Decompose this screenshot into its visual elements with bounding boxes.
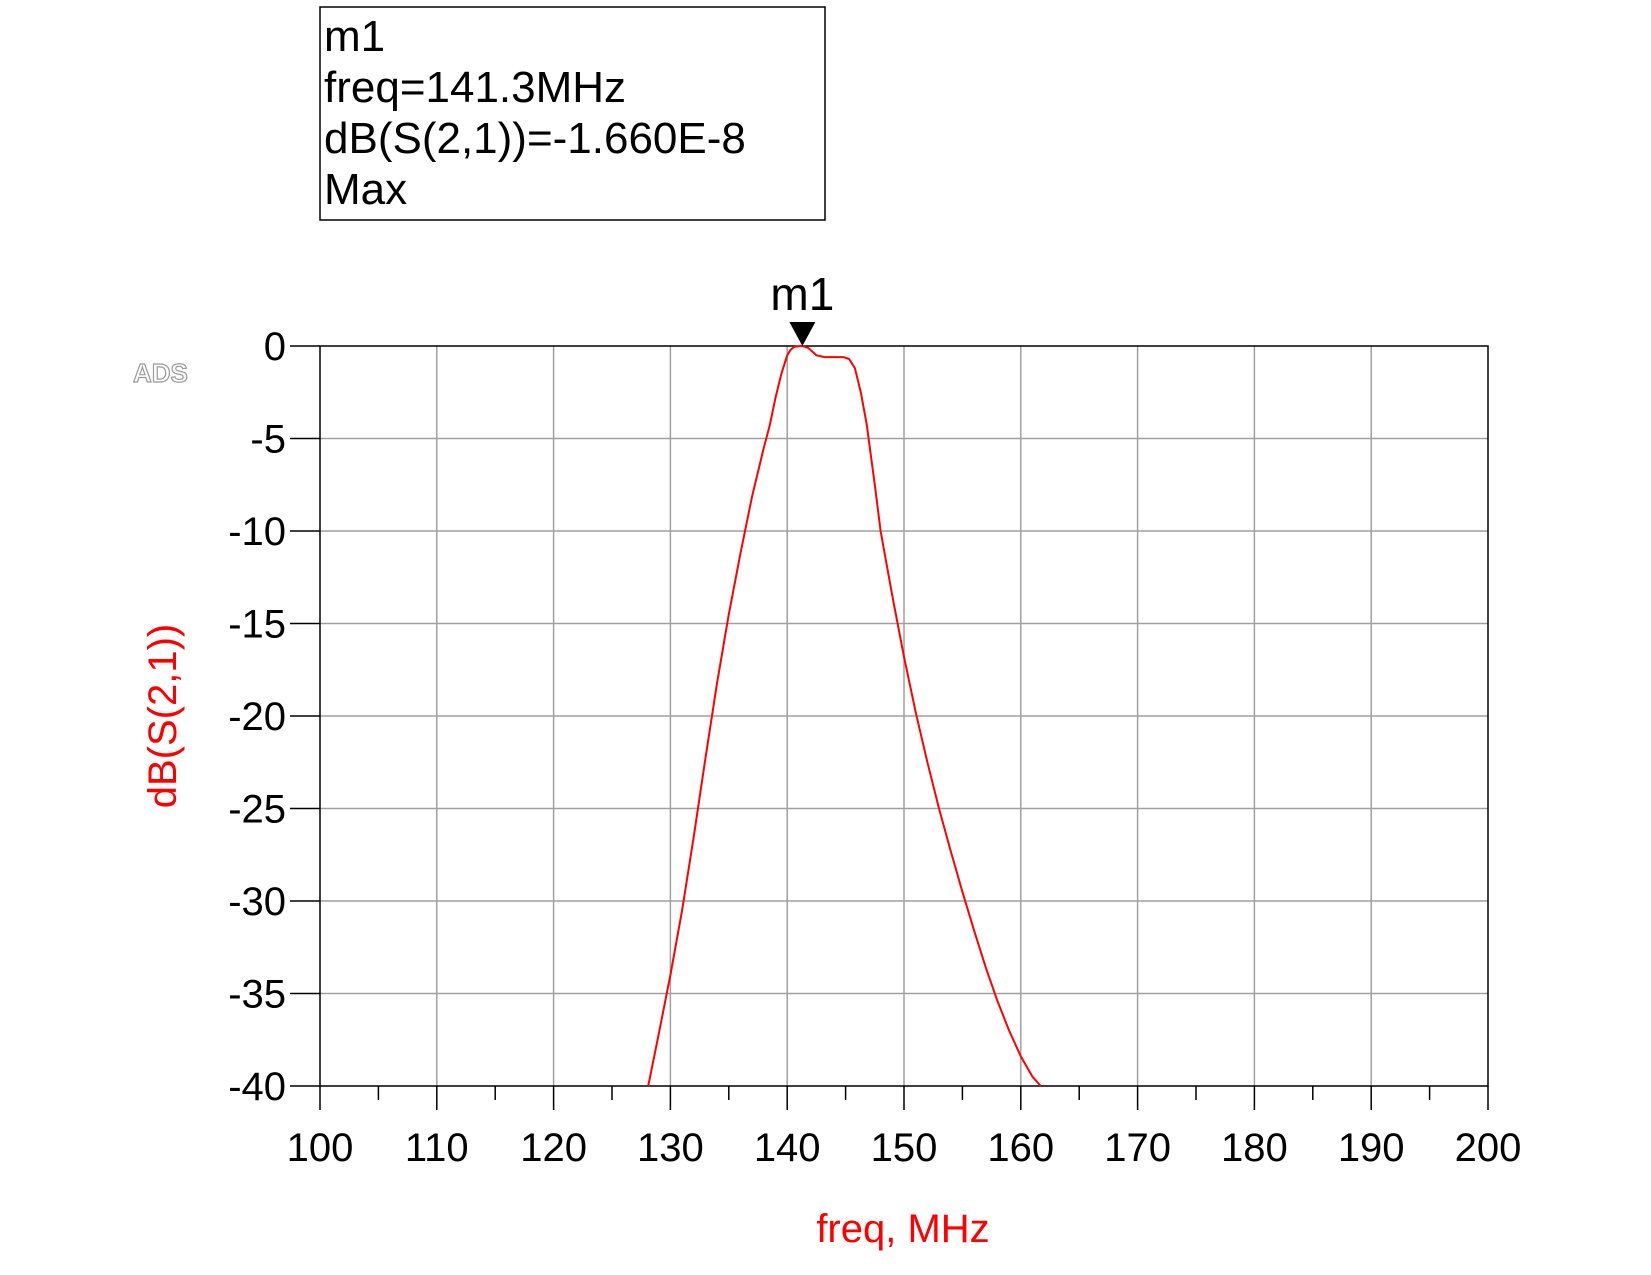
x-tick-label: 130 bbox=[637, 1126, 704, 1170]
x-tick-label: 120 bbox=[520, 1126, 587, 1170]
y-tick-label: -5 bbox=[250, 418, 286, 462]
x-tick-label: 110 bbox=[405, 1126, 469, 1170]
y-tick-label: -25 bbox=[228, 788, 286, 832]
x-axis-title: freq, MHz bbox=[816, 1207, 989, 1251]
x-tick-label: 190 bbox=[1338, 1126, 1405, 1170]
y-tick-label: -30 bbox=[228, 880, 286, 924]
marker-label: m1 bbox=[770, 268, 834, 320]
grid-layer bbox=[320, 346, 1488, 1086]
marker-readout-line-2: freq=141.3MHz bbox=[324, 63, 626, 112]
marker-readout-box[interactable]: m1 freq=141.3MHz dB(S(2,1))=-1.660E-8 Ma… bbox=[319, 6, 826, 221]
x-tick-label: 100 bbox=[287, 1126, 354, 1170]
x-tick-label: 150 bbox=[871, 1126, 938, 1170]
y-tick-label: -20 bbox=[228, 695, 286, 739]
x-tick-label: 140 bbox=[754, 1126, 821, 1170]
marker-layer: m1 bbox=[770, 268, 834, 346]
y-tick-label: -35 bbox=[228, 973, 286, 1017]
y-tick-label: -40 bbox=[228, 1065, 286, 1109]
marker-readout-frame bbox=[319, 6, 826, 221]
x-tick-label: 200 bbox=[1455, 1126, 1522, 1170]
marker-triangle bbox=[789, 322, 816, 346]
tick-layer: 100 110 120 130 140 150 160 170 180 190 200 0 -5 -10 -… bbox=[228, 325, 1521, 1170]
y-axis-title: dB(S(2,1)) bbox=[141, 624, 185, 809]
series-line-dB-S21 bbox=[647, 345, 1042, 1087]
x-tick-label: 180 bbox=[1221, 1126, 1288, 1170]
ads-watermark: ADS bbox=[133, 358, 188, 388]
y-tick-label: 0 bbox=[264, 325, 286, 369]
marker-readout-line-4: Max bbox=[324, 165, 407, 214]
series-layer bbox=[647, 345, 1042, 1087]
y-tick-label: -15 bbox=[228, 603, 286, 647]
x-tick-label: 160 bbox=[987, 1126, 1054, 1170]
marker-readout-line-3: dB(S(2,1))=-1.660E-8 bbox=[324, 114, 746, 163]
x-tick-label: 170 bbox=[1104, 1126, 1171, 1170]
y-tick-label: -10 bbox=[228, 510, 286, 554]
marker-readout-line-1: m1 bbox=[324, 12, 385, 61]
